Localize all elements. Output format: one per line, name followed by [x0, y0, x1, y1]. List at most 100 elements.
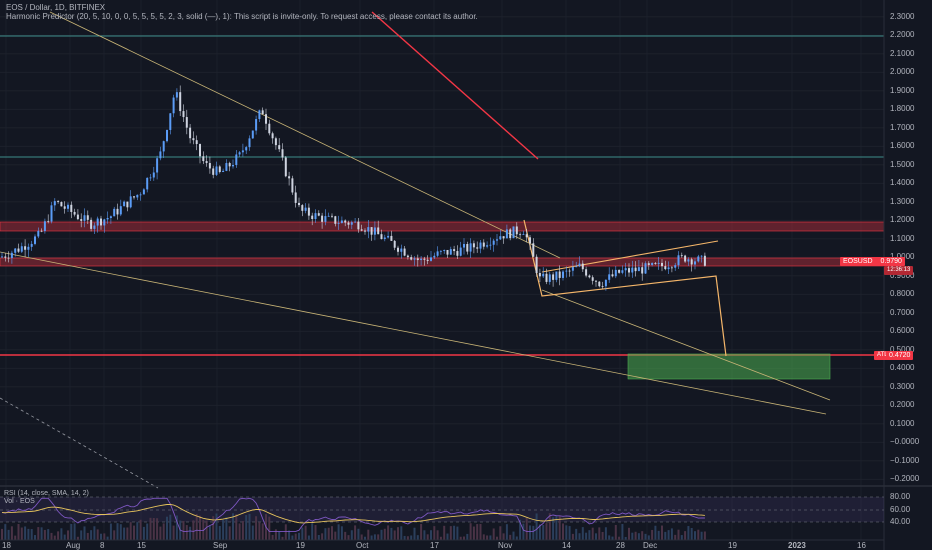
candle-body — [24, 246, 27, 250]
rsi-tick-label: 60.00 — [890, 505, 911, 514]
candle-body — [245, 147, 248, 151]
volume-bar — [324, 528, 327, 540]
volume-bar — [410, 535, 413, 540]
volume-bar — [218, 526, 221, 540]
candle-body — [90, 219, 93, 229]
candle-body — [314, 213, 317, 220]
candle-body — [644, 263, 647, 274]
volume-bar — [621, 523, 624, 540]
candle-body — [251, 130, 254, 139]
rsi-tick-label: 80.00 — [890, 492, 911, 501]
volume-bar — [505, 524, 508, 540]
candle-body — [614, 269, 617, 277]
volume-bar — [123, 527, 126, 540]
price-tick-label: 2.1000 — [890, 48, 915, 58]
candle-body — [179, 92, 182, 112]
candle-body — [509, 229, 512, 239]
candle-body — [453, 249, 456, 252]
volume-bar — [456, 526, 459, 540]
candle-body — [694, 261, 696, 265]
candle-body — [175, 92, 178, 98]
volume-bar — [664, 531, 667, 540]
time-tick-label: 15 — [137, 541, 146, 550]
candle-body — [255, 119, 258, 131]
candle-body — [301, 205, 304, 211]
candle-body — [14, 248, 17, 253]
candle-body — [393, 240, 396, 248]
time-tick-label: 17 — [430, 541, 439, 550]
volume-bar — [126, 527, 129, 540]
volume-bar — [215, 513, 218, 540]
time-tick-label: 14 — [562, 541, 571, 550]
candle-body — [670, 267, 673, 269]
volume-bar — [472, 526, 475, 540]
candle-body — [357, 221, 360, 230]
candle-body — [680, 255, 683, 257]
candle-body — [20, 246, 23, 252]
volume-bar — [34, 535, 36, 540]
candle-body — [146, 177, 149, 190]
volume-bar — [542, 524, 545, 540]
volume-bar — [93, 526, 96, 540]
price-tick-label: 0.8000 — [890, 289, 915, 299]
candle-body — [697, 256, 700, 262]
volume-bar — [489, 535, 492, 540]
candle-body — [413, 258, 416, 260]
candle-body — [185, 117, 188, 128]
candle-body — [258, 110, 261, 120]
volume-bar — [522, 523, 525, 540]
volume-bar — [400, 526, 403, 540]
volume-bar — [614, 524, 617, 540]
volume-bar — [245, 515, 248, 540]
volume-bar — [568, 526, 571, 540]
candle-body — [116, 208, 119, 215]
price-tick-label: −0.1000 — [890, 455, 920, 465]
symbol-title[interactable]: EOS / Dollar, 1D, BITFINEX — [6, 3, 106, 12]
volume-bar — [4, 524, 7, 540]
candle-body — [47, 221, 50, 223]
volume-legend[interactable]: Vol · EOS — [4, 498, 35, 505]
volume-bar — [317, 534, 320, 540]
indicator-title[interactable]: Harmonic Predictor (20, 5, 10, 0, 0, 5, … — [6, 12, 478, 21]
candle-body — [96, 218, 99, 226]
volume-bar — [189, 526, 192, 540]
candle-body — [700, 255, 703, 257]
candle-body — [581, 263, 584, 270]
price-tick-label: 2.0000 — [890, 67, 915, 77]
volume-bar — [380, 529, 383, 540]
time-tick-label: 16 — [857, 541, 866, 550]
volume-bar — [301, 527, 304, 540]
volume-bar — [152, 517, 155, 540]
volume-bar — [545, 523, 548, 540]
volume-bar — [364, 536, 366, 540]
candle-body — [601, 286, 604, 288]
rsi-legend[interactable]: RSI (14, close, SMA, 14, 2) — [4, 490, 89, 497]
volume-bar — [156, 518, 159, 540]
time-tick-label: 8 — [100, 541, 105, 550]
candle-body — [149, 177, 152, 179]
price-tick-label: −0.0000 — [890, 437, 920, 447]
candle-body — [208, 163, 211, 169]
volume-bar — [423, 530, 426, 540]
candle-body — [651, 263, 654, 265]
volume-bar — [334, 531, 337, 540]
dashed-trend-line — [0, 397, 159, 489]
candle-body — [334, 216, 337, 224]
candle-body — [647, 263, 650, 265]
candle-body — [571, 267, 574, 271]
volume-bar — [241, 521, 244, 540]
candle-body — [205, 161, 208, 164]
candle-body — [76, 214, 79, 220]
candle-body — [585, 269, 588, 276]
volume-bar — [288, 530, 291, 540]
target-zone — [627, 353, 831, 380]
volume-bar — [63, 534, 66, 540]
volume-bar — [294, 533, 297, 540]
candle-body — [562, 271, 564, 278]
volume-bar — [109, 523, 112, 540]
volume-bar — [185, 525, 188, 540]
price-tick-label: 0.3000 — [890, 381, 915, 391]
candle-body — [684, 255, 687, 262]
channel-line — [541, 240, 719, 273]
